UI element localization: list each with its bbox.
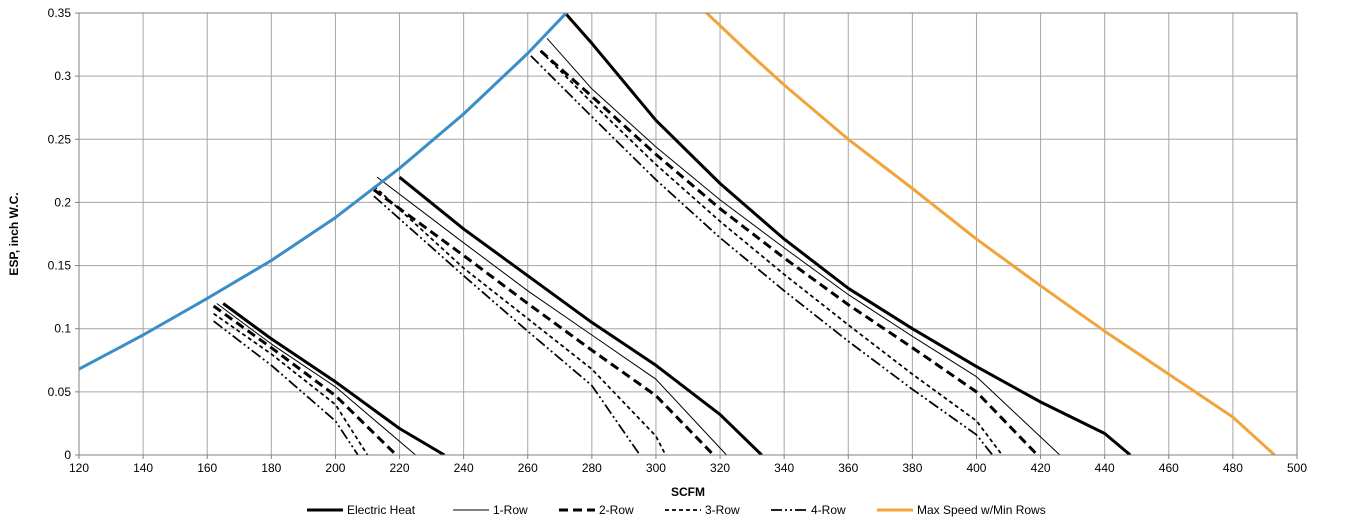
y-axis-ticks: 0 0.05 0.1 0.15 0.2 0.25 0.3 0.35	[48, 6, 79, 462]
series-line-4-row	[530, 55, 994, 455]
series-line-electric-heat	[565, 13, 1132, 455]
series-line-2-row	[212, 304, 398, 455]
y-tick-label: 0.05	[48, 385, 72, 399]
x-tick-label: 380	[902, 461, 922, 475]
series-line-4-row	[213, 320, 359, 455]
y-axis-label: ESP, inch W.C.	[7, 192, 21, 275]
x-tick-label: 400	[966, 461, 986, 475]
series-line-1-row	[216, 303, 416, 455]
legend-label-1-row: 1-Row	[493, 503, 528, 517]
x-tick-label: 200	[325, 461, 345, 475]
series-line-3-row	[373, 185, 667, 455]
x-tick-label: 220	[390, 461, 410, 475]
y-tick-label: 0.1	[54, 322, 71, 336]
series-line-electric-heat	[222, 302, 446, 455]
series-line-max-speed-w-min-rows	[704, 13, 1276, 455]
x-tick-label: 500	[1287, 461, 1307, 475]
series-line-1-row	[546, 37, 1061, 455]
legend-label-3-row: 3-Row	[705, 503, 740, 517]
legend-label-max-speed-w-min-rows: Max Speed w/Min Rows	[917, 503, 1046, 517]
series-line-2-row	[539, 49, 1039, 455]
plot-frame	[78, 12, 1298, 456]
plot-area	[79, 13, 1276, 455]
legend-label-electric-heat: Electric Heat	[347, 503, 416, 517]
x-axis-label: SCFM	[671, 485, 705, 499]
series-line-boundary	[79, 13, 568, 371]
y-tick-label: 0	[64, 448, 71, 462]
x-tick-label: 180	[261, 461, 281, 475]
x-tick-label: 360	[838, 461, 858, 475]
x-tick-label: 420	[1031, 461, 1051, 475]
series-line-4-row	[373, 195, 641, 455]
x-tick-label: 280	[582, 461, 602, 475]
x-tick-label: 160	[197, 461, 217, 475]
legend: Electric Heat 1-Row 2-Row 3-Row 4-Row Max Spe…	[307, 503, 1046, 517]
y-tick-label: 0.25	[48, 132, 72, 146]
y-tick-label: 0.35	[48, 6, 72, 20]
x-tick-label: 140	[133, 461, 153, 475]
x-tick-label: 460	[1159, 461, 1179, 475]
x-axis-ticks: 120 140 160 180 200 220 240 260 280 300 320 340 360 3…	[69, 455, 1307, 475]
x-tick-label: 440	[1095, 461, 1115, 475]
y-tick-label: 0.3	[54, 69, 71, 83]
series-line-3-row	[213, 312, 369, 455]
x-tick-label: 260	[518, 461, 538, 475]
series-line-electric-heat	[398, 176, 763, 455]
y-tick-label: 0.15	[48, 259, 72, 273]
series-line-1-row	[376, 176, 727, 455]
x-tick-label: 480	[1223, 461, 1243, 475]
x-tick-label: 300	[646, 461, 666, 475]
x-tick-label: 120	[69, 461, 89, 475]
series-line-3-row	[539, 50, 1003, 455]
x-tick-label: 320	[710, 461, 730, 475]
legend-label-4-row: 4-Row	[811, 503, 846, 517]
y-tick-label: 0.2	[54, 195, 71, 209]
series-line-2-row	[373, 188, 715, 455]
x-tick-label: 240	[454, 461, 474, 475]
legend-label-2-row: 2-Row	[599, 503, 634, 517]
x-tick-label: 340	[774, 461, 794, 475]
